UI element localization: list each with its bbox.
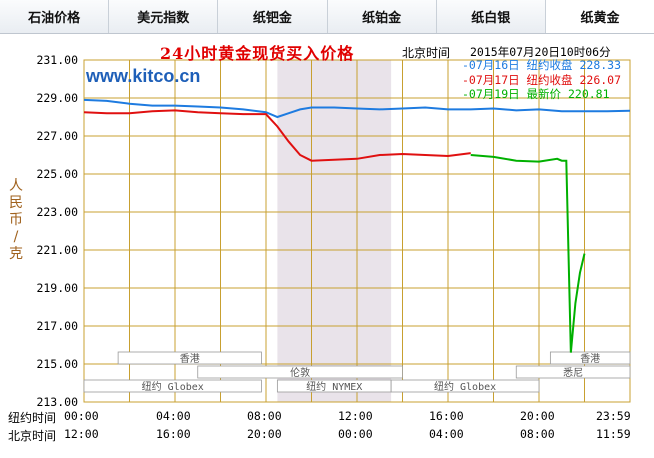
market-session-bar [549, 351, 631, 365]
time-tick-label: 11:59 [596, 427, 631, 441]
time-tick-label: 20:00 [520, 409, 555, 423]
y-tick-label: 221.00 [36, 243, 78, 257]
market-session-label: 香港 [180, 353, 200, 365]
legend: -07月16日 纽约收盘 228.33 -07月17日 纽约收盘 226.07 … [462, 58, 621, 102]
market-session-label: 伦敦 [290, 366, 310, 379]
beijing-time-label: 北京时间 [402, 46, 451, 60]
series-line [470, 154, 586, 353]
time-tick-label: 00:00 [64, 409, 99, 423]
tab-oil-price[interactable]: 石油价格 [0, 0, 110, 33]
market-session-label: 悉尼 [563, 367, 583, 379]
market-session-bar [83, 379, 262, 393]
y-axis-label: 人民币 / 克 [9, 178, 23, 262]
plot-border [83, 59, 631, 403]
market-session-label: 纽约 NYMEX [306, 380, 362, 393]
market-session-bar [515, 365, 631, 379]
y-tick-label: 227.00 [36, 129, 78, 143]
tab-paper-platinum[interactable]: 纸铂金 [327, 0, 437, 33]
time-tick-label: 08:00 [520, 427, 555, 441]
legend-label: 最新价 [526, 87, 562, 101]
market-session-bar [390, 379, 540, 393]
y-tick-label: 229.00 [36, 91, 78, 105]
market-session-label: 纽约 Globex [142, 380, 204, 393]
bj-time-row-label: 北京时间 [8, 429, 57, 443]
y-tick-label: 215.00 [36, 357, 78, 371]
time-tick-label: 16:00 [429, 409, 464, 423]
tab-dollar-index[interactable]: 美元指数 [109, 0, 219, 33]
y-tick-label: 225.00 [36, 167, 78, 181]
legend-item: -07月16日 纽约收盘 228.33 [462, 58, 621, 73]
gold-price-chart: 231.00 229.00 227.00 225.00 223.00 221.00 219.… [36, 53, 631, 409]
market-session-bar [117, 351, 262, 365]
legend-value: 220.81 [567, 87, 610, 101]
y-tick-label: 213.00 [36, 395, 78, 409]
series-line [83, 98, 631, 119]
legend-label: 纽约收盘 [526, 58, 573, 72]
legend-label: 纽约收盘 [526, 72, 573, 87]
y-tick-label: 217.00 [36, 319, 78, 333]
legend-date: -07月17日 [462, 72, 527, 87]
kitco-watermark: www.kitco.cn [86, 66, 201, 86]
market-session-label: 香港 [580, 353, 600, 365]
time-tick-label: 12:00 [338, 409, 373, 423]
time-tick-label: 04:00 [429, 427, 464, 441]
tab-paper-palladium[interactable]: 纸钯金 [218, 0, 328, 33]
tab-paper-gold[interactable]: 纸黄金 [545, 0, 654, 33]
beijing-time-value: 2015年07月20日10时06分 [470, 45, 611, 59]
legend-value: 228.33 [579, 58, 622, 72]
legend-date: -07月19日 [462, 87, 527, 101]
tab-bar: 石油价格 美元指数 纸钯金 纸铂金 纸白银 纸黄金 [0, 0, 654, 34]
chart-title: 24小时黄金现货买入价格 [160, 44, 355, 63]
y-tick-label: 231.00 [36, 53, 78, 67]
y-tick-label: 223.00 [36, 205, 78, 219]
time-tick-label: 08:00 [247, 409, 282, 423]
ny-time-row-label: 纽约时间 [8, 411, 57, 425]
series-line [83, 109, 471, 162]
market-session-label: 纽约 Globex [434, 380, 496, 393]
time-tick-label: 00:00 [338, 427, 373, 441]
time-tick-label: 20:00 [247, 427, 282, 441]
legend-item: -07月19日 最新价 220.81 [462, 87, 621, 102]
legend-item: -07月17日 纽约收盘 226.07 [462, 73, 621, 88]
time-tick-label: 04:00 [156, 409, 191, 423]
legend-date: -07月16日 [462, 58, 527, 72]
market-session-bar [197, 365, 403, 379]
time-tick-label: 23:59 [596, 409, 631, 423]
time-tick-label: 12:00 [64, 427, 99, 441]
legend-value: 226.07 [579, 72, 622, 87]
chart-area: 231.00 229.00 227.00 225.00 223.00 221.00 219.… [0, 34, 654, 454]
time-tick-label: 16:00 [156, 427, 191, 441]
y-tick-label: 219.00 [36, 281, 78, 295]
nymex-shade [277, 60, 392, 402]
tab-paper-silver[interactable]: 纸白银 [436, 0, 546, 33]
